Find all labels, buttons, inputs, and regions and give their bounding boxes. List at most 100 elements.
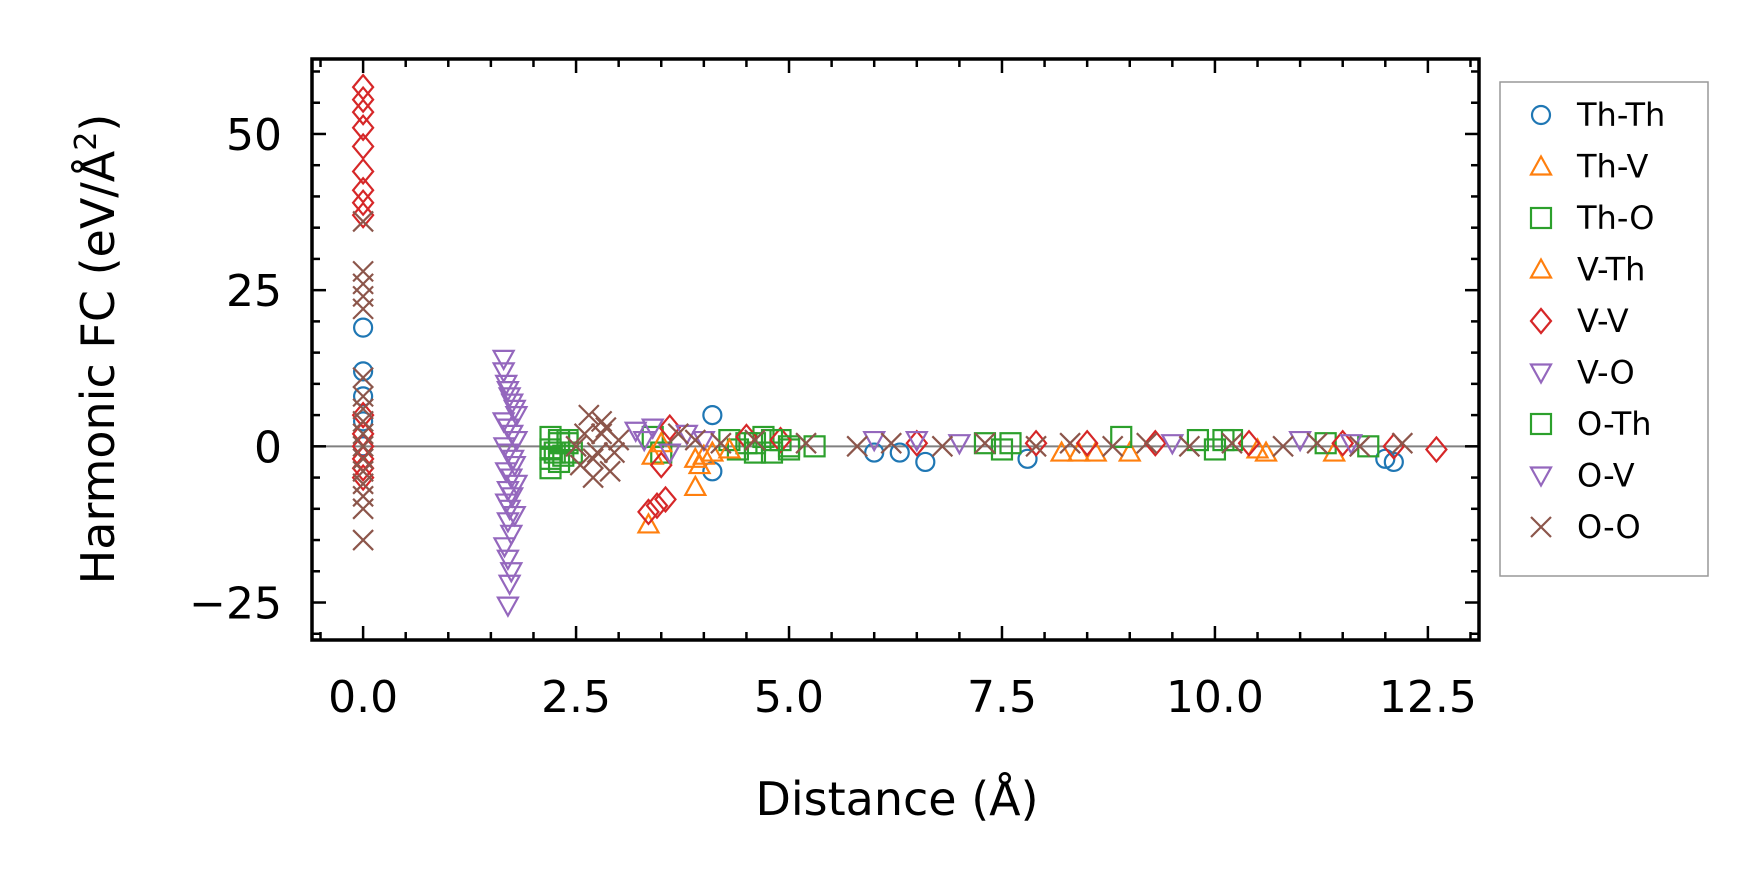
point-o-o: [1101, 435, 1124, 458]
point-o-v: [494, 374, 519, 397]
legend-label-th-th: Th-Th: [1576, 96, 1665, 134]
x-tick-label: 2.5: [541, 672, 611, 723]
point-th-th: [353, 361, 374, 382]
point-v-o: [640, 418, 665, 440]
point-v-th: [1245, 437, 1270, 459]
legend-marker-th-th: [1530, 104, 1552, 126]
point-o-v: [504, 474, 529, 497]
point-o-v: [497, 574, 522, 597]
point-o-o: [352, 498, 374, 520]
point-o-v: [502, 399, 527, 422]
x-tick-label: 10.0: [1166, 672, 1264, 723]
point-th-th: [353, 386, 374, 407]
point-th-v: [1117, 440, 1142, 462]
x-axis-label: Distance (Å): [755, 772, 1038, 826]
point-o-v: [491, 362, 516, 384]
point-v-o: [862, 430, 887, 453]
point-o-v: [499, 562, 524, 584]
point-th-o: [1110, 425, 1133, 449]
point-v-o: [1160, 434, 1185, 456]
point-o-o: [880, 432, 903, 454]
x-tick-label: 7.5: [967, 672, 1037, 723]
y-tick-label: 25: [226, 266, 282, 317]
point-o-o: [603, 441, 626, 464]
x-tick-label: 12.5: [1379, 672, 1477, 723]
point-o-o: [573, 423, 596, 445]
point-v-o: [1288, 430, 1312, 453]
point-o-o: [846, 435, 868, 458]
point-th-v: [1049, 440, 1074, 462]
point-o-v: [496, 596, 520, 618]
point-o-o: [931, 435, 954, 458]
point-th-th: [889, 442, 910, 463]
legend-label-v-th: V-Th: [1577, 251, 1645, 289]
legend: Th-Th Th-V Th-O V-Th V-V V-O O-Th O-V O-O: [1499, 81, 1709, 577]
point-o-v: [491, 349, 516, 372]
point-v-v: [1075, 429, 1099, 457]
legend-label-th-o: Th-O: [1576, 199, 1654, 237]
point-v-v: [1143, 429, 1167, 457]
point-o-v: [496, 443, 520, 465]
legend-marker-v-th: [1529, 257, 1553, 279]
legend-marker-th-o: [1529, 206, 1553, 230]
point-o-v: [499, 524, 524, 547]
point-o-v: [499, 468, 524, 490]
legend-label-v-v: V-V: [1577, 302, 1629, 340]
point-o-o: [1136, 432, 1158, 454]
point-o-o: [1272, 435, 1294, 458]
y-tick-label: 0: [254, 422, 282, 473]
point-o-v: [504, 430, 529, 453]
point-o-o: [352, 298, 374, 320]
point-o-o: [352, 210, 374, 233]
point-v-o: [904, 430, 929, 453]
legend-label-th-v: Th-V: [1576, 148, 1649, 186]
point-th-v: [636, 512, 661, 534]
point-th-th: [702, 404, 723, 426]
point-o-v: [494, 462, 519, 484]
point-o-o: [744, 429, 766, 451]
y-axis-label: Harmonic FC (eV/Å2): [69, 114, 125, 585]
point-o-o: [1306, 432, 1328, 454]
point-th-o: [973, 432, 997, 455]
legend-marker-o-o: [1530, 516, 1552, 538]
point-o-o: [974, 432, 996, 454]
point-th-th: [915, 451, 936, 473]
legend-label-o-o: O-O: [1577, 508, 1641, 546]
point-o-o: [1178, 435, 1201, 458]
legend-marker-o-v: [1529, 466, 1553, 488]
point-v-v: [351, 85, 375, 114]
legend-label-o-v: O-V: [1577, 457, 1635, 495]
point-th-th: [1017, 448, 1038, 469]
point-v-th: [649, 430, 674, 453]
point-v-v: [658, 413, 682, 442]
point-o-v: [502, 505, 527, 528]
x-tick-label: 0.0: [328, 672, 398, 723]
tick-labels: 0.0 2.5 5.0 7.5 10.0 12.5 −25 0 25 50: [189, 110, 1477, 723]
point-o-th: [999, 432, 1022, 455]
legend-marker-v-v: [1529, 307, 1553, 335]
point-o-v: [496, 549, 520, 572]
point-v-v: [351, 98, 375, 126]
point-o-o: [795, 432, 817, 454]
legend-marker-o-th: [1529, 412, 1553, 436]
point-v-th: [717, 437, 742, 459]
point-v-th: [700, 440, 725, 462]
plot-frame: [310, 57, 1481, 642]
legend-frame: [1499, 81, 1709, 577]
point-v-o: [947, 434, 972, 456]
point-th-v: [1254, 440, 1278, 462]
point-v-v: [351, 201, 375, 229]
point-v-o: [632, 430, 657, 453]
point-o-v: [501, 449, 525, 472]
point-o-o: [352, 366, 374, 389]
point-v-v: [351, 188, 375, 217]
point-v-v: [351, 401, 375, 429]
point-o-o: [667, 423, 690, 445]
point-v-v: [351, 114, 375, 142]
legend-marker-v-o: [1529, 363, 1553, 385]
legend-label-v-o: V-O: [1577, 354, 1635, 392]
point-th-o: [803, 435, 826, 458]
point-o-th: [777, 435, 801, 458]
